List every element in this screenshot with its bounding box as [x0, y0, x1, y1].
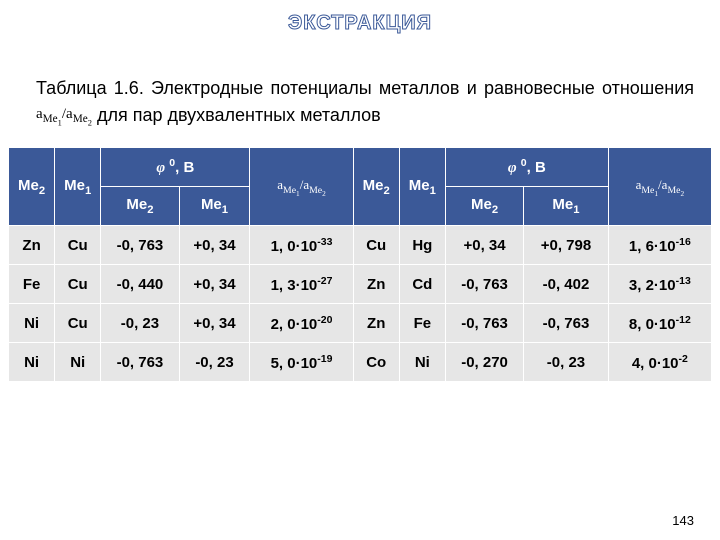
subcol-me2: Me2 [101, 187, 179, 226]
table-cell: -0, 763 [101, 343, 179, 382]
table-cell: 1, 3·10-27 [250, 265, 353, 304]
table-cell: Cu [55, 226, 101, 265]
table-cell: 8, 0·10-12 [608, 304, 711, 343]
table-cell: -0, 763 [445, 304, 523, 343]
table-cell: +0, 34 [179, 304, 250, 343]
page-title: ЭКСТРАКЦИЯ [0, 0, 720, 35]
table-cell: Zn [353, 265, 399, 304]
table-cell: 1, 6·10-16 [608, 226, 711, 265]
table-cell: Cu [55, 265, 101, 304]
col-ratiob: aMe1/aMe2 [608, 148, 711, 226]
table-cell: -0, 402 [524, 265, 608, 304]
table-cell: Fe [9, 265, 55, 304]
table-cell: -0, 23 [179, 343, 250, 382]
ratio-formula: aMe1/aMe2 [36, 103, 92, 129]
table-cell: -0, 270 [445, 343, 523, 382]
table-cell: Zn [353, 304, 399, 343]
table-cell: Fe [399, 304, 445, 343]
table-cell: Cd [399, 265, 445, 304]
data-table: Me2 Me1 φ 0, В aMe1/aMe2 Me2 Me1 φ 0, В … [8, 147, 712, 382]
caption-prefix: Таблица 1.6. Электродные потенциалы мета… [36, 78, 694, 98]
table-cell: +0, 34 [179, 226, 250, 265]
col-phi: φ 0, В [101, 148, 250, 187]
table-cell: Ni [9, 304, 55, 343]
table-cell: -0, 763 [445, 265, 523, 304]
col-me1: Me1 [55, 148, 101, 226]
table-cell: 1, 0·10-33 [250, 226, 353, 265]
table-cell: -0, 440 [101, 265, 179, 304]
table-cell: Hg [399, 226, 445, 265]
table-caption: Таблица 1.6. Электродные потенциалы мета… [0, 35, 720, 129]
subcol-me1b: Me1 [524, 187, 608, 226]
table-cell: -0, 763 [524, 304, 608, 343]
table-cell: -0, 23 [101, 304, 179, 343]
col-me2b: Me2 [353, 148, 399, 226]
table-cell: 3, 2·10-13 [608, 265, 711, 304]
table-cell: Ni [399, 343, 445, 382]
table-cell: -0, 763 [101, 226, 179, 265]
caption-suffix: для пар двухвалентных металлов [97, 105, 381, 125]
page-number: 143 [672, 513, 694, 528]
table-cell: Zn [9, 226, 55, 265]
table-cell: +0, 34 [445, 226, 523, 265]
col-phib: φ 0, В [445, 148, 608, 187]
table-cell: 4, 0·10-2 [608, 343, 711, 382]
table-cell: Co [353, 343, 399, 382]
subcol-me2b: Me2 [445, 187, 523, 226]
col-me2: Me2 [9, 148, 55, 226]
table-cell: Cu [55, 304, 101, 343]
table-cell: 2, 0·10-20 [250, 304, 353, 343]
table-cell: +0, 34 [179, 265, 250, 304]
col-ratio: aMe1/aMe2 [250, 148, 353, 226]
table-cell: Ni [9, 343, 55, 382]
table-cell: Cu [353, 226, 399, 265]
table-cell: -0, 23 [524, 343, 608, 382]
table-cell: 5, 0·10-19 [250, 343, 353, 382]
col-me1b: Me1 [399, 148, 445, 226]
table-cell: +0, 798 [524, 226, 608, 265]
subcol-me1: Me1 [179, 187, 250, 226]
table-cell: Ni [55, 343, 101, 382]
